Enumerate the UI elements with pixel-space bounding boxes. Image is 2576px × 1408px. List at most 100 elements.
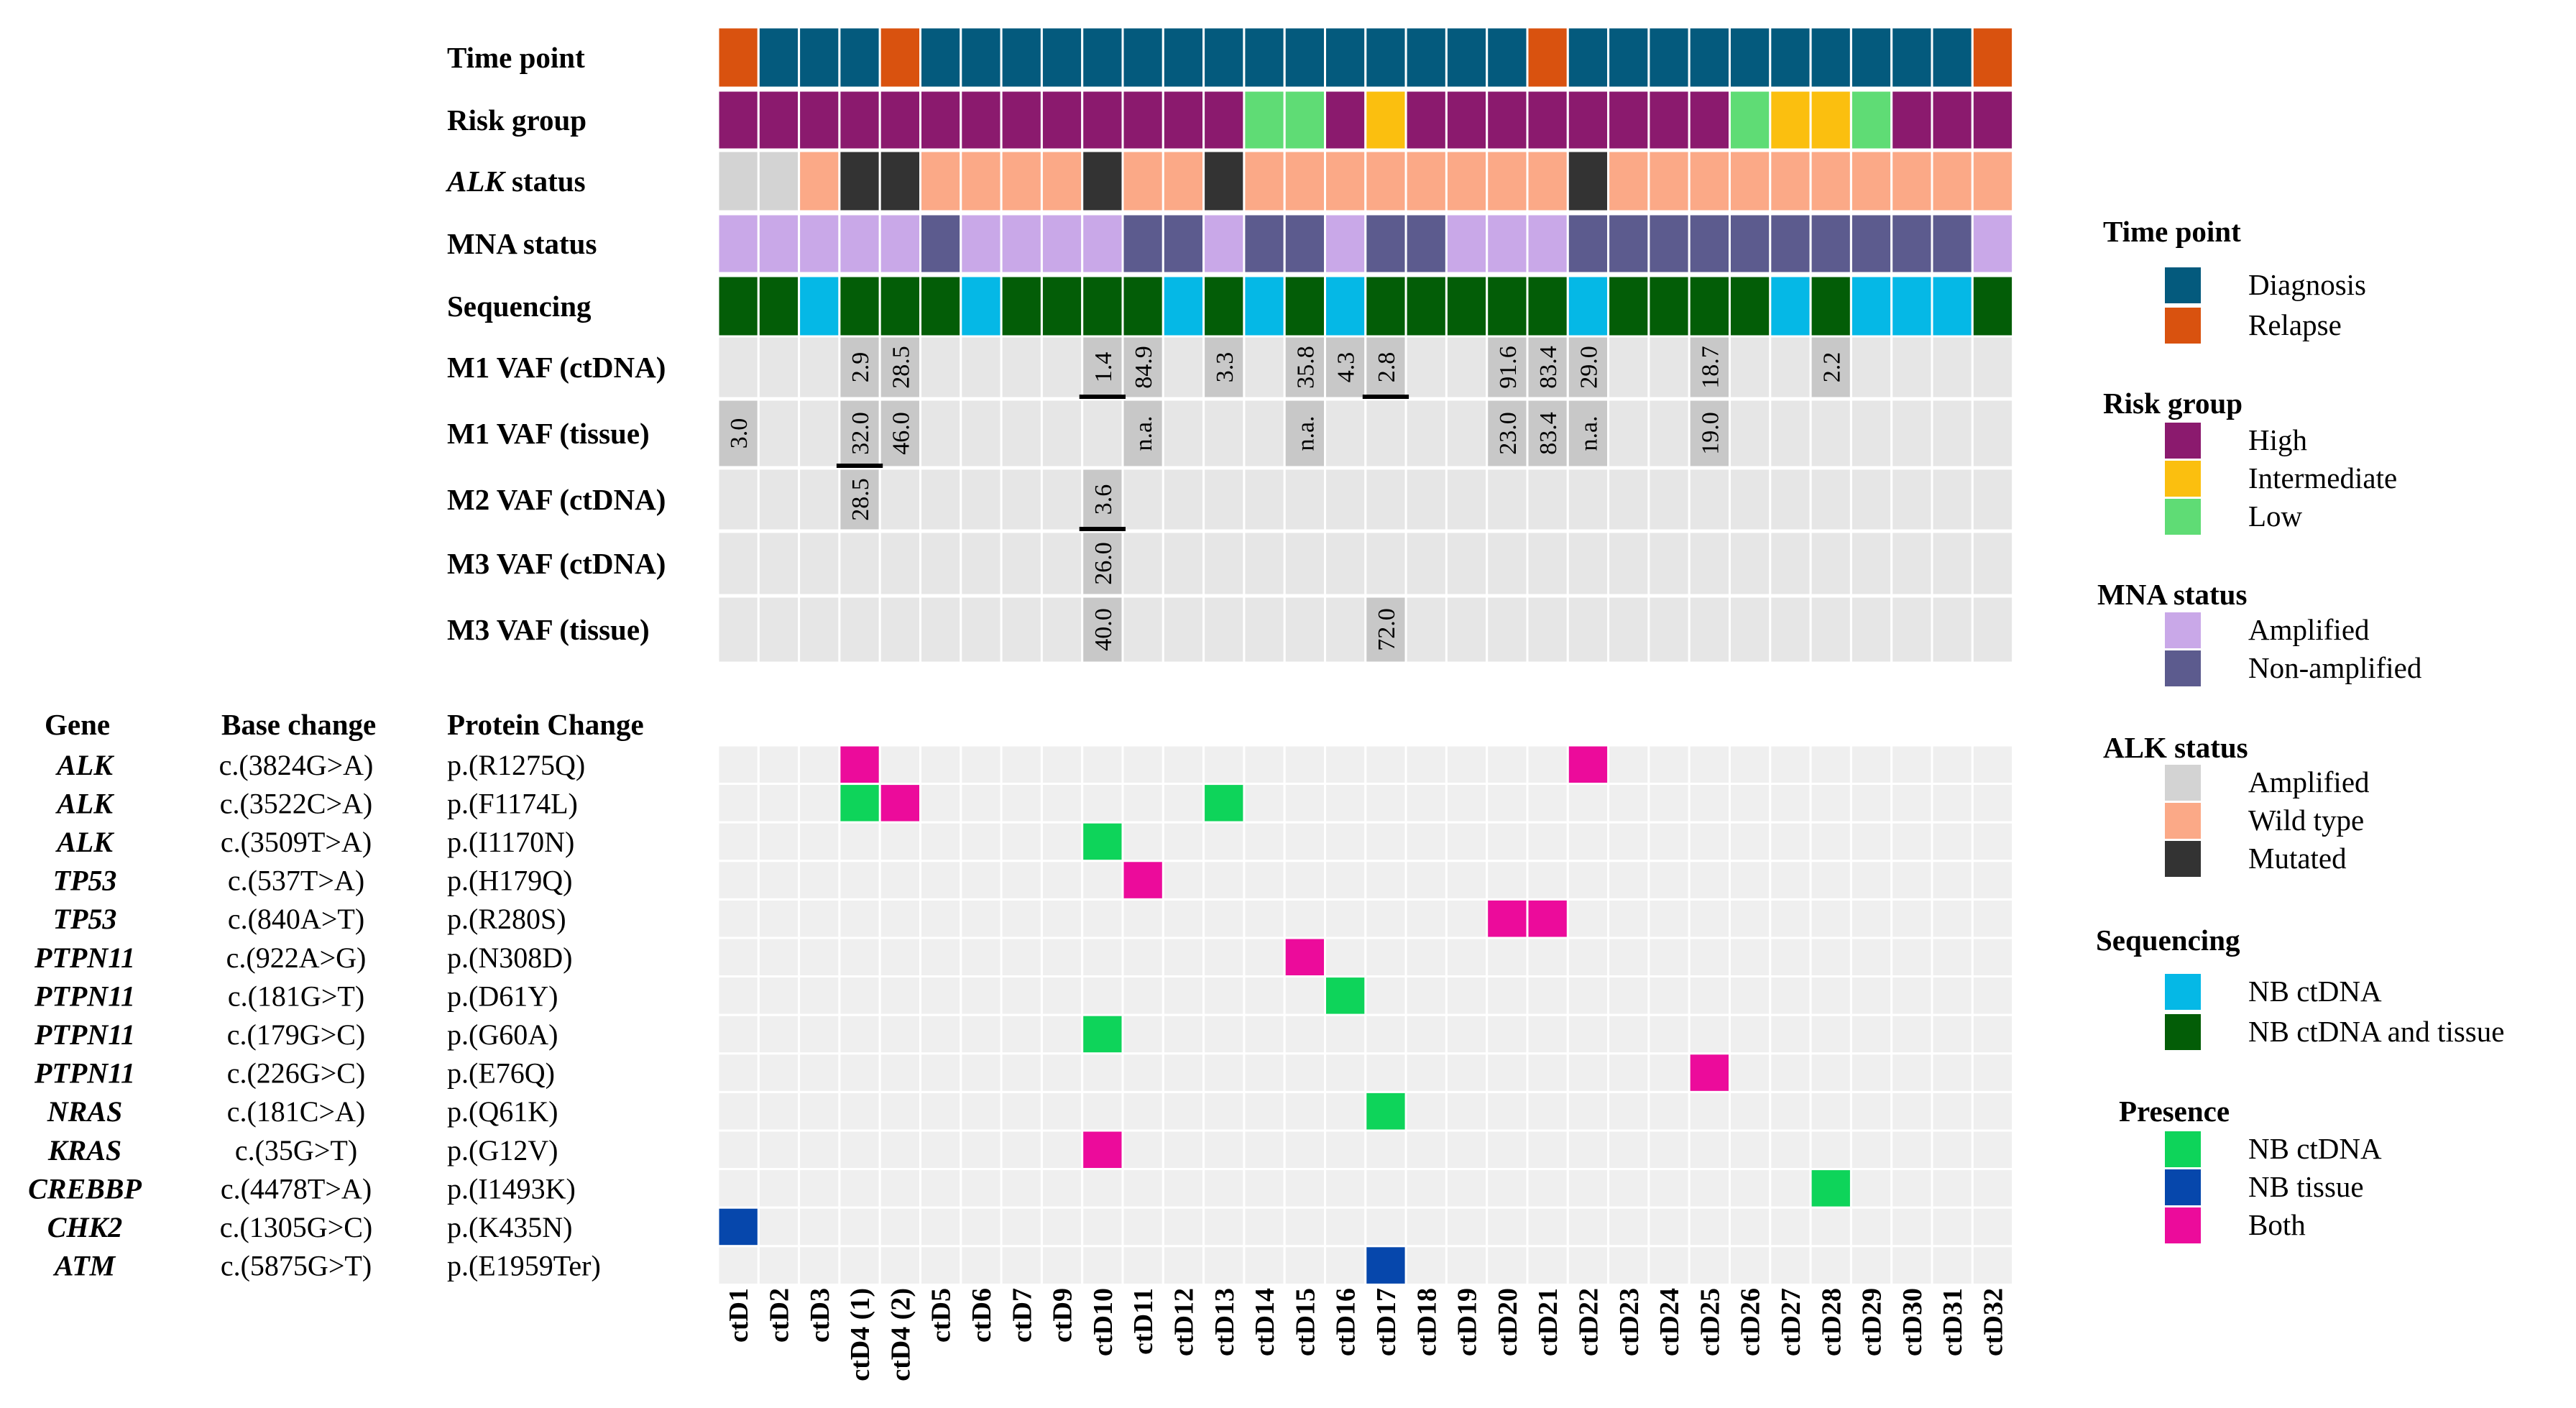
mutation-cell xyxy=(1809,1090,1852,1132)
vaf-cell xyxy=(1729,595,1772,664)
vaf-cell xyxy=(1000,467,1043,532)
cell-alk-ctD27 xyxy=(1769,149,1812,213)
legend-swatch xyxy=(2165,267,2201,303)
mutation-cell xyxy=(919,1129,962,1171)
legend-title: Sequencing xyxy=(2096,924,2240,957)
mutation-cell xyxy=(919,937,962,978)
legend-swatch xyxy=(2165,841,2201,877)
vaf-cell xyxy=(1040,335,1084,400)
mutation-cell xyxy=(1121,1168,1164,1209)
vaf-cell xyxy=(1404,467,1448,532)
mutation-cell xyxy=(1000,937,1043,978)
cell-mna-ctD17 xyxy=(1364,213,1407,275)
mutation-cell xyxy=(1729,860,1772,901)
mutation-cell xyxy=(1324,1129,1367,1171)
mutation-cell xyxy=(1202,1052,1246,1093)
base-change-label: c.(3522C>A) xyxy=(220,787,373,819)
mutation-cell xyxy=(1729,1206,1772,1248)
cell-alk-ctD15 xyxy=(1283,149,1326,213)
mutation-cell xyxy=(1040,1245,1084,1286)
vaf-cell xyxy=(1121,467,1164,532)
mutation-cell xyxy=(838,1052,881,1093)
vaf-cell xyxy=(838,530,881,597)
mutation-cell xyxy=(1000,1013,1043,1055)
mutation-cell xyxy=(1324,860,1367,901)
mutation-cell xyxy=(919,898,962,939)
cell-time-ctD16 xyxy=(1324,26,1367,89)
row-label-vaf-1: M1 VAF (tissue) xyxy=(447,417,650,450)
vaf-cell xyxy=(1526,398,1569,469)
column-label-ctD4 (1): ctD4 (1) xyxy=(845,1288,875,1381)
cell-alk-ctD18 xyxy=(1404,149,1448,213)
mutation-cell xyxy=(1809,821,1852,862)
mutation-cell xyxy=(1243,937,1286,978)
cell-mna-ctD12 xyxy=(1162,213,1205,275)
vaf-cell xyxy=(1688,595,1731,664)
mutation-cell xyxy=(1849,1013,1893,1055)
mutation-cell xyxy=(1121,1090,1164,1132)
cell-alk-ctD26 xyxy=(1729,149,1772,213)
vaf-cell xyxy=(1809,398,1852,469)
cell-time-ctD5 xyxy=(919,26,962,89)
cell-mna-ctD24 xyxy=(1647,213,1690,275)
mutation-cell xyxy=(1162,744,1205,786)
cell-seq-ctD21 xyxy=(1526,275,1569,338)
gene-label: CREBBP xyxy=(28,1172,142,1205)
mutation-cell xyxy=(1607,1245,1650,1286)
column-label-ctD22: ctD22 xyxy=(1573,1288,1604,1356)
mutation-cell xyxy=(1081,1206,1124,1248)
protein-change-label: p.(E1959Ter) xyxy=(447,1250,601,1282)
mutation-cell xyxy=(1971,1090,2015,1132)
mutation-cell xyxy=(919,744,962,786)
mutation-cell xyxy=(757,937,801,978)
mutation-cell xyxy=(1081,975,1124,1016)
mutation-cell xyxy=(1162,1052,1205,1093)
cell-time-ctD29 xyxy=(1849,26,1893,89)
vaf-cell xyxy=(1971,335,2015,400)
mutation-cell xyxy=(1121,898,1164,939)
cell-mna-ctD19 xyxy=(1445,213,1489,275)
row-label-vaf-4: M3 VAF (tissue) xyxy=(447,613,650,646)
vaf-cell xyxy=(878,530,921,597)
cell-risk-ctD29 xyxy=(1849,89,1893,151)
mutation-cell xyxy=(1324,1090,1367,1132)
cell-alk-ctD31 xyxy=(1931,149,1974,213)
mutation-cell xyxy=(1202,744,1246,786)
cell-seq-ctD7 xyxy=(1000,275,1043,338)
mutation-cell xyxy=(1081,1168,1124,1209)
mutation-cell xyxy=(1971,975,2015,1016)
legend-swatch xyxy=(2165,1169,2201,1205)
legend-title: Time point xyxy=(2103,215,2241,248)
mutation-cell xyxy=(1931,783,1974,824)
mutation-cell xyxy=(798,1206,841,1248)
vaf-cell xyxy=(1931,467,1974,532)
mutation-cell xyxy=(1445,1206,1489,1248)
cell-time-ctD19 xyxy=(1445,26,1489,89)
vaf-cell xyxy=(1445,595,1489,664)
mutation-cell xyxy=(1040,1206,1084,1248)
cell-alk-ctD32 xyxy=(1971,149,2015,213)
mutation-cell xyxy=(1769,1129,1812,1171)
mutation-cell xyxy=(1162,783,1205,824)
gene-label: PTPN11 xyxy=(34,980,135,1012)
mutation-cell xyxy=(1566,1245,1610,1286)
mutation-cell xyxy=(1566,783,1610,824)
column-label-ctD29: ctD29 xyxy=(1857,1288,1887,1356)
mutation-cell xyxy=(919,1013,962,1055)
mutation-cell xyxy=(1404,1090,1448,1132)
cell-risk-ctD32 xyxy=(1971,89,2015,151)
vaf-cell xyxy=(919,595,962,664)
vaf-cell xyxy=(1647,335,1690,400)
mutation-cell xyxy=(1324,1052,1367,1093)
cell-seq-ctD20 xyxy=(1486,275,1529,338)
mutation-cell xyxy=(1364,783,1407,824)
mutation-cell xyxy=(1445,744,1489,786)
annotation-row-mna xyxy=(717,213,2015,275)
column-label-ctD31: ctD31 xyxy=(1938,1288,1968,1356)
mutation-cell xyxy=(1890,860,1933,901)
mutation-cell xyxy=(1647,898,1690,939)
cell-alk-ctD22 xyxy=(1566,149,1610,213)
mutation-cell xyxy=(1849,975,1893,1016)
